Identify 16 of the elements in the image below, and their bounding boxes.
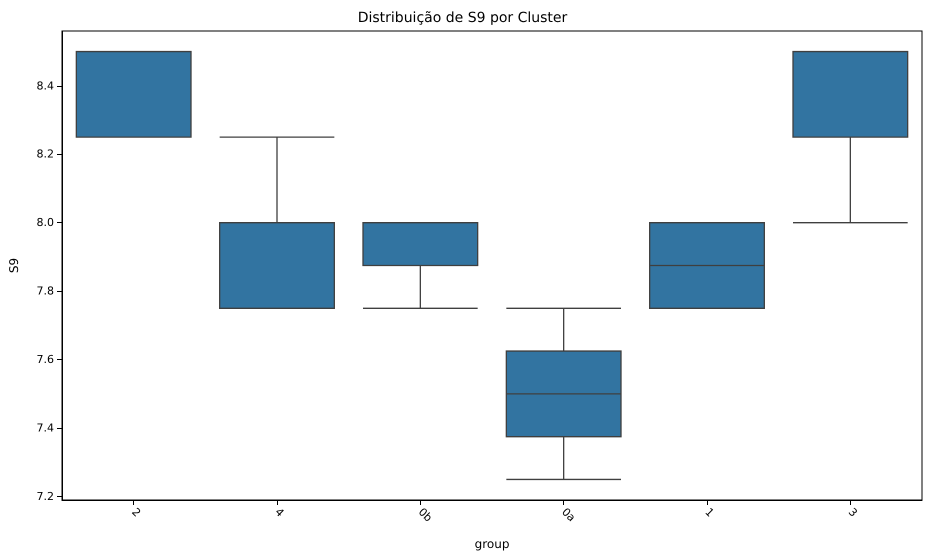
x-tick-label: 0b <box>416 505 435 524</box>
y-tick-label: 8.0 <box>36 216 54 230</box>
x-tick-label: 2 <box>129 505 144 520</box>
y-tick-label: 7.8 <box>36 284 54 298</box>
x-tick-label: 4 <box>272 505 287 520</box>
y-tick-label: 7.2 <box>36 490 54 504</box>
x-tick-label: 0a <box>559 505 578 524</box>
x-tick-label: 3 <box>846 505 860 520</box>
y-tick-label: 8.2 <box>36 148 54 161</box>
y-tick-label: 8.4 <box>36 79 54 92</box>
x-axis-title: group <box>474 537 510 551</box>
y-tick-label: 7.4 <box>36 422 54 435</box>
chart-title: Distribuição de S9 por Cluster <box>358 10 568 26</box>
y-tick-label: 7.6 <box>36 353 54 366</box>
y-axis-title: S9 <box>7 258 21 274</box>
x-tick-label: 1 <box>702 505 717 520</box>
